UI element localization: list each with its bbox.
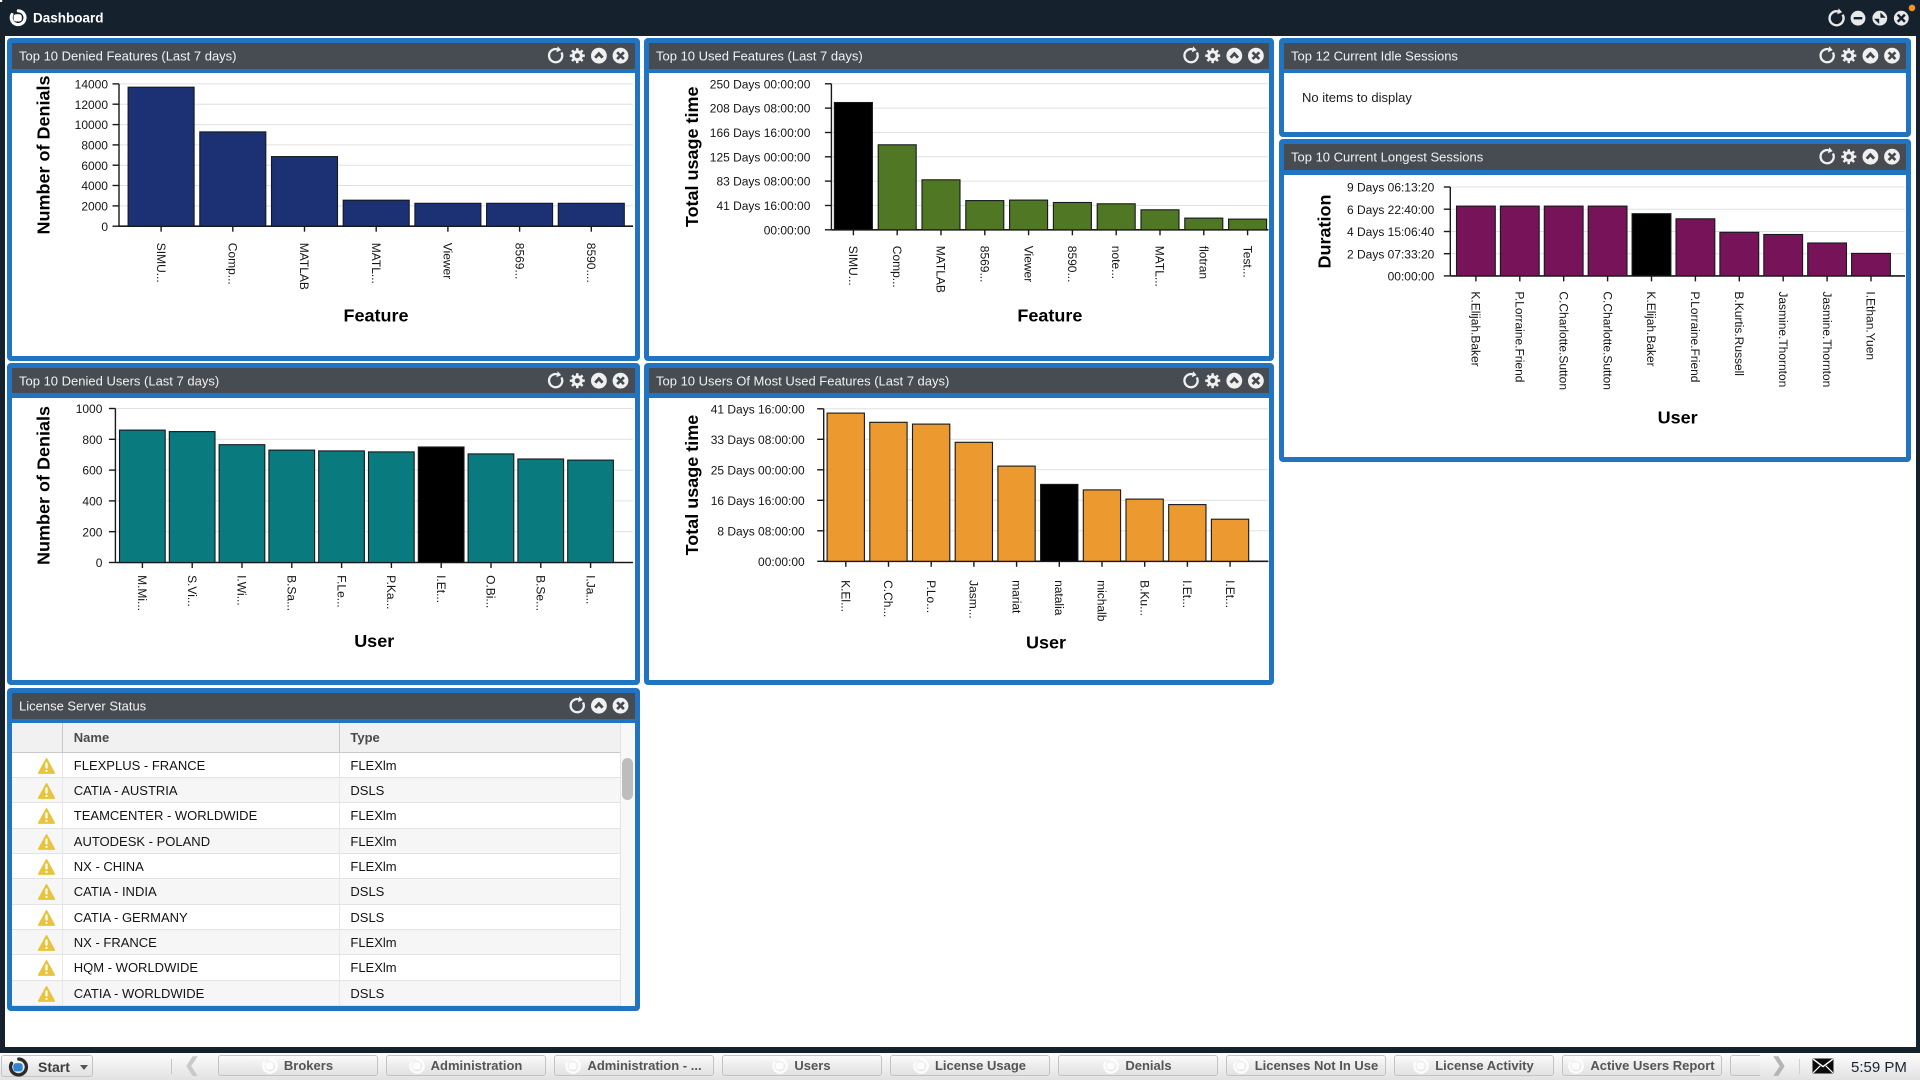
svg-text:Number of Denials: Number of Denials	[34, 406, 54, 565]
svg-text:User: User	[1026, 632, 1066, 652]
svg-text:B.Kurtis.Russell: B.Kurtis.Russell	[1732, 291, 1746, 376]
svg-text:83 Days 08:00:00: 83 Days 08:00:00	[716, 175, 810, 189]
svg-text:8569...: 8569...	[512, 243, 526, 280]
svg-text:B.Ku...: B.Ku...	[1137, 580, 1151, 616]
svg-text:K.Elijah.Baker: K.Elijah.Baker	[1469, 291, 1483, 366]
svg-text:25 Days 00:00:00: 25 Days 00:00:00	[710, 463, 804, 477]
svg-text:00:00:00: 00:00:00	[1388, 269, 1435, 283]
svg-text:Total usage time: Total usage time	[682, 87, 702, 228]
svg-text:B.Sa...: B.Sa...	[285, 575, 299, 611]
svg-text:Feature: Feature	[1017, 306, 1082, 326]
svg-text:SIMU...: SIMU...	[846, 246, 860, 286]
svg-text:8 Days 08:00:00: 8 Days 08:00:00	[717, 524, 805, 538]
svg-text:Test...: Test...	[1240, 246, 1254, 278]
svg-text:Jasm...: Jasm...	[966, 580, 980, 619]
svg-text:Viewer: Viewer	[1021, 246, 1035, 282]
svg-text:User: User	[354, 631, 394, 651]
svg-text:MATL...: MATL...	[1152, 246, 1166, 287]
svg-text:O.Bi...: O.Bi...	[484, 575, 498, 608]
svg-text:Jasmine.Thornton: Jasmine.Thornton	[1820, 291, 1834, 387]
svg-text:208 Days 08:00:00: 208 Days 08:00:00	[709, 102, 810, 116]
svg-text:166 Days 16:00:00: 166 Days 16:00:00	[709, 126, 810, 140]
svg-text:Feature: Feature	[344, 306, 409, 326]
svg-text:I.Et...: I.Et...	[1180, 580, 1194, 608]
svg-text:Comp...: Comp...	[226, 243, 240, 285]
svg-text:MATLAB: MATLAB	[297, 243, 311, 290]
svg-text:I.Ja...: I.Ja...	[583, 575, 597, 604]
svg-text:SIMU...: SIMU...	[154, 243, 168, 283]
svg-text:41 Days 16:00:00: 41 Days 16:00:00	[716, 199, 810, 213]
svg-text:michalb: michalb	[1094, 580, 1108, 622]
svg-text:Dashboard: Dashboard	[33, 10, 104, 25]
svg-text:8590...: 8590...	[1065, 246, 1079, 283]
svg-text:flotran: flotran	[1196, 246, 1210, 279]
svg-text:8000: 8000	[81, 139, 108, 153]
svg-text:125 Days 00:00:00: 125 Days 00:00:00	[709, 151, 810, 165]
svg-text:1000: 1000	[76, 402, 103, 416]
svg-text:I.Wi...: I.Wi...	[235, 575, 249, 606]
svg-text:Viewer: Viewer	[441, 243, 455, 279]
svg-text:C.Charlotte.Sutton: C.Charlotte.Sutton	[1556, 291, 1570, 390]
svg-text:K.El...: K.El...	[838, 580, 852, 612]
svg-text:33 Days 08:00:00: 33 Days 08:00:00	[710, 433, 804, 447]
svg-text:Duration: Duration	[1315, 194, 1335, 268]
svg-text:2000: 2000	[81, 200, 108, 214]
svg-text:License Server Status: License Server Status	[19, 699, 147, 714]
svg-text:0: 0	[96, 556, 103, 570]
svg-text:K.Elijah.Baker: K.Elijah.Baker	[1644, 291, 1658, 366]
svg-text:41 Days 16:00:00: 41 Days 16:00:00	[710, 402, 804, 416]
svg-text:P.Lo...: P.Lo...	[923, 580, 937, 613]
svg-text:Number of Denials: Number of Denials	[34, 76, 54, 235]
svg-text:8590....: 8590....	[584, 243, 598, 283]
svg-text:4000: 4000	[81, 179, 108, 193]
svg-text:2 Days 07:33:20: 2 Days 07:33:20	[1347, 247, 1435, 261]
svg-text:200: 200	[82, 525, 102, 539]
svg-text:mariat: mariat	[1009, 580, 1023, 614]
svg-text:Top 10 Used Features (Last 7 d: Top 10 Used Features (Last 7 days)	[656, 49, 863, 64]
svg-text:Jasmine.Thornton: Jasmine.Thornton	[1776, 291, 1790, 387]
svg-text:C.Ch...: C.Ch...	[881, 580, 895, 617]
svg-text:natalia: natalia	[1052, 580, 1066, 616]
svg-text:Total usage time: Total usage time	[682, 415, 702, 556]
svg-text:C.Charlotte.Sutton: C.Charlotte.Sutton	[1600, 291, 1614, 390]
svg-text:14000: 14000	[75, 78, 109, 92]
svg-text:Start: Start	[38, 1059, 70, 1075]
svg-text:MATLAB: MATLAB	[933, 246, 947, 293]
svg-text:6000: 6000	[81, 159, 108, 173]
svg-text:Top 10 Denied Users (Last 7 da: Top 10 Denied Users (Last 7 days)	[19, 373, 219, 388]
svg-text:B.Se...: B.Se...	[533, 575, 547, 611]
svg-text:MATL...: MATL...	[369, 243, 383, 284]
svg-text:Top 10 Users Of Most Used Feat: Top 10 Users Of Most Used Features (Last…	[656, 373, 949, 388]
svg-text:00:00:00: 00:00:00	[758, 555, 805, 569]
svg-text:600: 600	[82, 464, 102, 478]
svg-text:800: 800	[82, 433, 102, 447]
svg-text:note...: note...	[1108, 246, 1122, 279]
svg-text:S.Vi...: S.Vi...	[185, 575, 199, 607]
svg-text:Top 10 Denied Features (Last 7: Top 10 Denied Features (Last 7 days)	[19, 49, 237, 64]
svg-text:P.Ka...: P.Ka...	[384, 575, 398, 609]
svg-text:6 Days 22:40:00: 6 Days 22:40:00	[1347, 202, 1435, 216]
svg-text:Top 10 Current Longest Session: Top 10 Current Longest Sessions	[1291, 150, 1484, 165]
svg-text:Comp...: Comp...	[889, 246, 903, 288]
svg-text:16 Days 16:00:00: 16 Days 16:00:00	[710, 494, 804, 508]
svg-text:10000: 10000	[75, 118, 109, 132]
svg-text:12000: 12000	[75, 98, 109, 112]
svg-text:4 Days 15:06:40: 4 Days 15:06:40	[1347, 225, 1435, 239]
svg-text:8569...: 8569...	[977, 246, 991, 283]
svg-text:9 Days 06:13:20: 9 Days 06:13:20	[1347, 180, 1435, 194]
svg-text:P.Lorraine.Friend: P.Lorraine.Friend	[1688, 291, 1702, 382]
svg-text:I.Et...: I.Et...	[1222, 580, 1236, 608]
svg-text:User: User	[1658, 407, 1698, 427]
svg-text:I.Ethan.Yuen: I.Ethan.Yuen	[1864, 291, 1878, 360]
svg-text:F.Le...: F.Le...	[334, 575, 348, 608]
svg-text:400: 400	[82, 494, 102, 508]
svg-text:I.Et...: I.Et...	[434, 575, 448, 603]
svg-text:Top 12 Current Idle Sessions: Top 12 Current Idle Sessions	[1291, 49, 1458, 64]
svg-text:00:00:00: 00:00:00	[763, 224, 810, 238]
svg-text:0: 0	[101, 220, 108, 234]
svg-text:250 Days 00:00:00: 250 Days 00:00:00	[709, 78, 810, 92]
svg-text:M.Mi...: M.Mi...	[135, 575, 149, 611]
svg-text:P.Lorraine.Friend: P.Lorraine.Friend	[1513, 291, 1527, 382]
